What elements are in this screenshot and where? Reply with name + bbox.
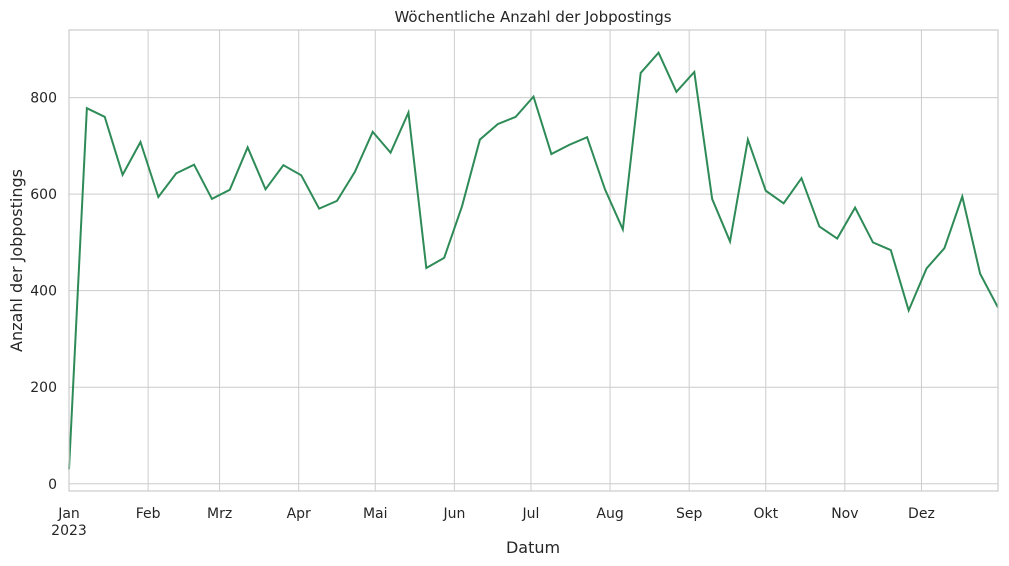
x-tick-label: Mrz: [207, 506, 232, 522]
x-tick-label: Nov: [831, 506, 858, 522]
x-tick-label: Aug: [596, 506, 623, 522]
x-tick-label: Jan: [57, 506, 80, 522]
x-tick-label: Jul: [521, 506, 539, 522]
x-axis-title: Datum: [506, 538, 560, 557]
x-tick-label: Mai: [363, 506, 388, 522]
y-tick-labels: 0 200 400 600 800: [30, 91, 57, 493]
y-tick-label: 0: [48, 477, 57, 493]
y-tick-label: 600: [30, 187, 57, 203]
x-tick-label: Sep: [676, 506, 703, 522]
y-gridlines: [69, 97, 998, 485]
x-tick-label: Okt: [753, 506, 778, 522]
y-tick-label: 400: [30, 284, 57, 300]
chart-title: Wöchentliche Anzahl der Jobpostings: [394, 8, 671, 26]
y-tick-label: 200: [30, 380, 57, 396]
x-gridlines: [68, 30, 922, 491]
x-tick-label: Dez: [908, 506, 935, 522]
x-tick-label: Apr: [287, 506, 311, 522]
x-tick-label: Feb: [136, 506, 161, 522]
y-axis-title: Anzahl der Jobpostings: [7, 169, 26, 352]
x-tick-label: Jun: [442, 506, 465, 522]
plot-frame: [68, 29, 999, 492]
x-tick-sublabel: 2023: [51, 523, 87, 539]
series-line: [68, 50, 999, 470]
y-tick-label: 800: [30, 91, 57, 107]
